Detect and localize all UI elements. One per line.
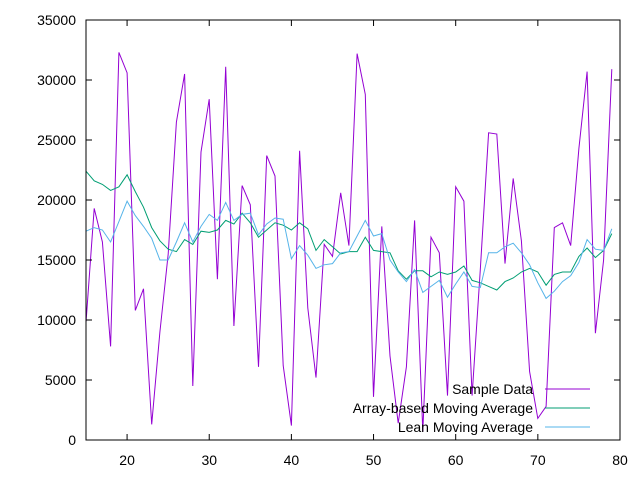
x-tick-label: 60 [448, 452, 464, 468]
x-tick-label: 30 [201, 452, 217, 468]
y-tick-label: 25000 [37, 132, 76, 148]
y-tick-label: 30000 [37, 72, 76, 88]
legend-label: Sample Data [452, 381, 533, 397]
x-tick-label: 40 [284, 452, 300, 468]
series-line-2 [85, 200, 613, 300]
y-tick-label: 35000 [37, 12, 76, 28]
y-tick-label: 15000 [37, 252, 76, 268]
series-line-0 [85, 52, 613, 432]
series-layer [85, 52, 613, 432]
y-tick-label: 0 [68, 432, 76, 448]
plot-frame [85, 19, 621, 441]
legend-label: Lean Moving Average [398, 419, 533, 435]
y-tick-label: 20000 [37, 192, 76, 208]
legend: Sample Data Array-based Moving Average Lea… [353, 381, 590, 435]
legend-label: Array-based Moving Average [353, 400, 533, 416]
x-tick-label: 50 [366, 452, 382, 468]
x-tick-label: 70 [530, 452, 546, 468]
axis-ticks: 0 5000 10000 15000 20000 25000 30000 35000 20 30 4… [37, 12, 628, 468]
x-tick-label: 20 [119, 452, 135, 468]
y-tick-label: 5000 [45, 372, 76, 388]
x-tick-label: 80 [612, 452, 628, 468]
y-tick-label: 10000 [37, 312, 76, 328]
